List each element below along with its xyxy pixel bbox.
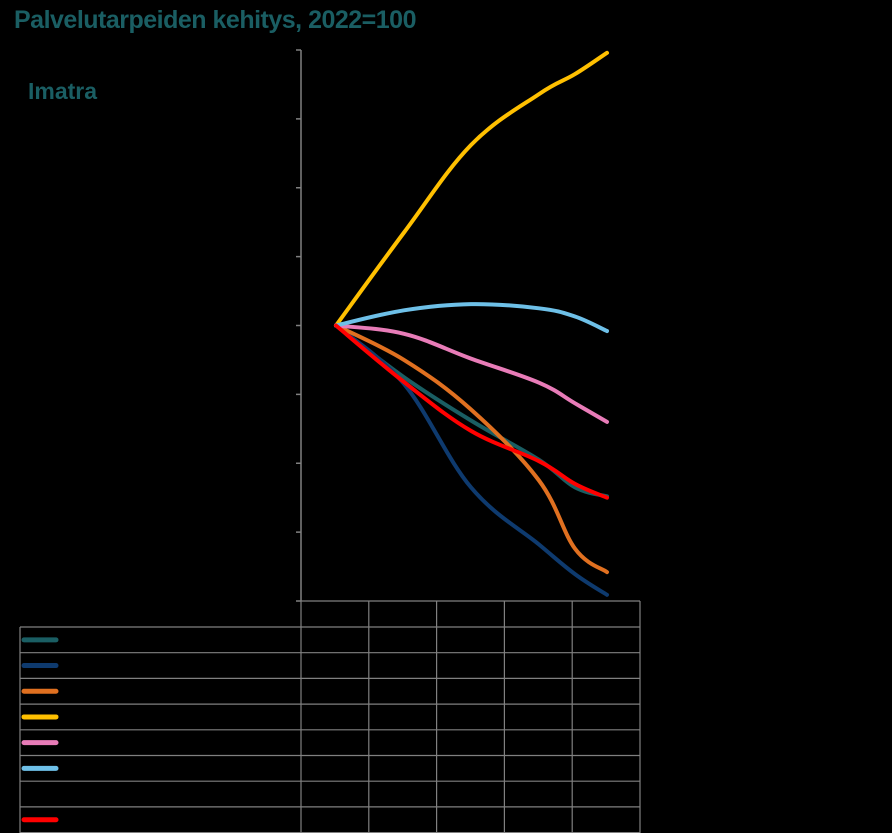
series-line-4 (334, 50, 609, 328)
chart-subtitle: Imatra (28, 78, 98, 104)
series-line-6 (334, 302, 609, 333)
series-line-5 (334, 323, 609, 424)
series-line-7 (334, 323, 609, 500)
series-lines (334, 50, 609, 597)
axes (296, 49, 302, 602)
series-line-3 (334, 323, 609, 575)
series-line-2 (334, 323, 609, 597)
data-table (19, 600, 641, 833)
chart-title: Palvelutarpeiden kehitys, 2022=100 (14, 6, 417, 34)
